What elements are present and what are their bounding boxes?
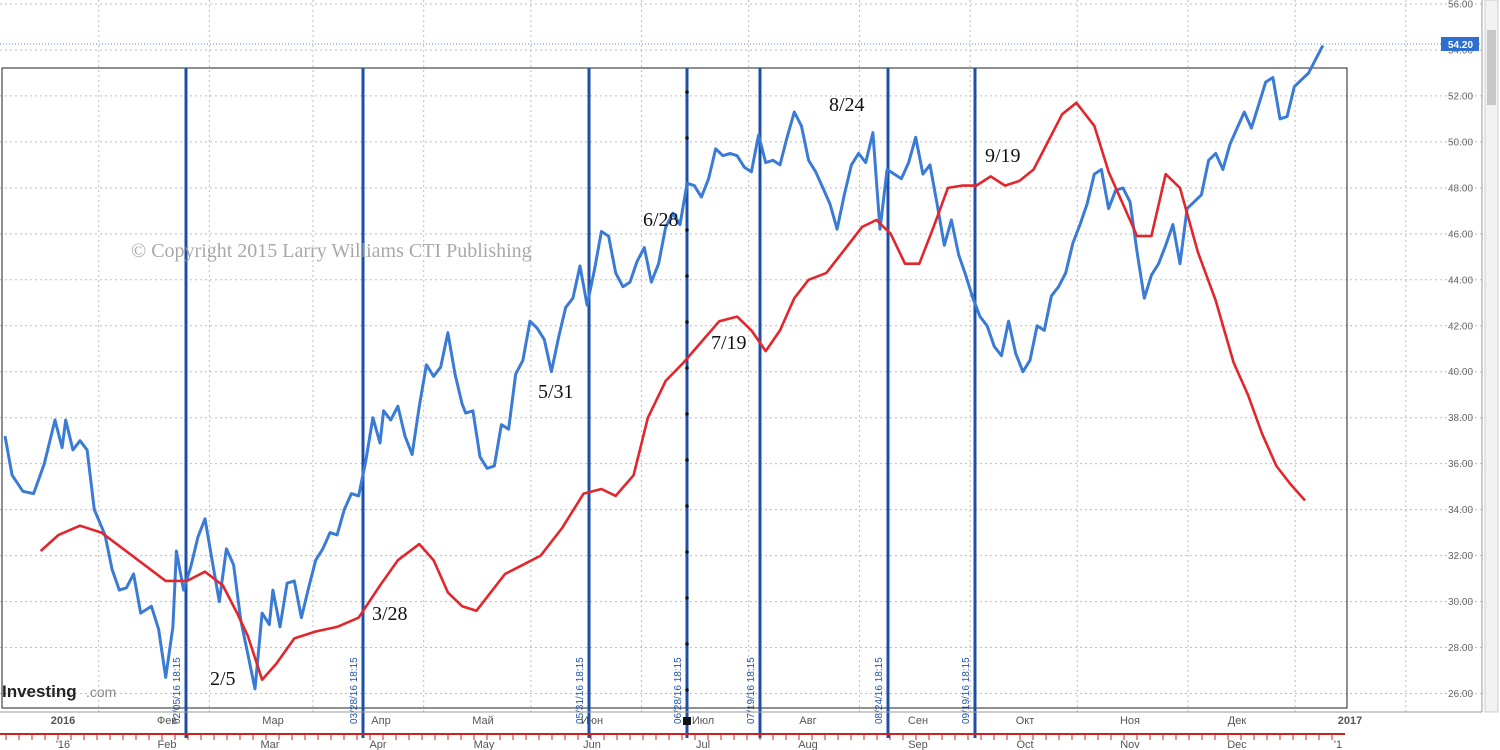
event-dot: [685, 274, 689, 278]
x-tick-label: Июн: [581, 715, 603, 727]
x-tick-label: Сен: [908, 715, 928, 727]
x-tick-label: Апр: [371, 715, 390, 727]
event-label: 8/24: [829, 94, 865, 116]
y-tick-label: 52.00: [1448, 91, 1473, 102]
x-tick-label: Дек: [1228, 715, 1247, 727]
event-dot: [685, 136, 689, 140]
x-secondary-tick-label: Nov: [1120, 739, 1140, 750]
y-tick-label: 28.00: [1448, 643, 1473, 654]
y-tick-label: 56.00: [1448, 0, 1473, 11]
event-dot: [685, 596, 689, 600]
x-secondary-tick-label: Apr: [369, 739, 386, 750]
plot-frame: [1, 67, 1348, 709]
event-label: 2/5: [210, 668, 236, 690]
x-secondary-tick-label: Feb: [158, 739, 177, 750]
y-tick-label: 48.00: [1448, 183, 1473, 194]
forecast-series-line: [39, 101, 1306, 681]
x-secondary-tick-label: Jun: [583, 739, 601, 750]
price-scrollbar[interactable]: [1484, 0, 1499, 713]
event-labels: 2/5 3/28 5/31 6/28 7/19 8/24 9/19: [210, 94, 1021, 690]
event-stamp: 07/19/16 18:15: [746, 657, 757, 724]
y-tick-label: 34.00: [1448, 505, 1473, 516]
event-label: 3/28: [372, 603, 408, 625]
event-dot: [685, 504, 689, 508]
y-tick-label: 50.00: [1448, 137, 1473, 148]
y-tick-label: 38.00: [1448, 413, 1473, 424]
x-tick-label: Фев: [157, 715, 177, 727]
y-tick-label: 44.00: [1448, 275, 1473, 286]
copyright-watermark: © Copyright 2015 Larry Williams CTI Publ…: [131, 240, 532, 262]
x-secondary-tick-label: Jul: [696, 739, 710, 750]
brand-suffix: .com: [86, 684, 116, 700]
event-lines: 02/05/16 18:15 03/28/16 18:15 05/31/16 18:…: [172, 68, 977, 738]
x-tick-label: 2017: [1338, 715, 1362, 727]
y-tick-label: 46.00: [1448, 229, 1473, 240]
x-tick-label: Окт: [1016, 715, 1035, 727]
x-tick-label: Ноя: [1120, 715, 1140, 727]
price-tag-label: 54.20: [1448, 40, 1473, 51]
x-secondary-tick-label: Aug: [798, 739, 818, 750]
watermark-layer: © Copyright 2015 Larry Williams CTI Publ…: [131, 240, 532, 262]
y-tick-label: 32.00: [1448, 551, 1473, 562]
x-secondary-tick-label: Sep: [908, 739, 928, 750]
event-stamp: 03/28/16 18:15: [349, 657, 360, 724]
price-scrollbar-thumb[interactable]: [1487, 30, 1496, 105]
x-tick-label: Мар: [262, 715, 284, 727]
event-stamp: 02/05/16 18:15: [172, 657, 183, 724]
price-series-line: [3, 44, 1325, 691]
x-secondary-tick-label: Oct: [1016, 739, 1033, 750]
series-layer: [3, 44, 1325, 691]
brand-name: Investing: [2, 682, 77, 701]
x-secondary-tick-label: Dec: [1227, 739, 1247, 750]
event-label: 9/19: [985, 145, 1021, 167]
event-label: 7/19: [711, 332, 747, 354]
event-stamp: 09/19/16 18:15: [961, 657, 972, 724]
event-dot: [685, 550, 689, 554]
y-tick-label: 26.00: [1448, 689, 1473, 700]
x-secondary-tick-label: May: [474, 739, 495, 750]
y-tick-label: 36.00: [1448, 459, 1473, 470]
price-tag: [1441, 37, 1479, 51]
event-dot: [685, 642, 689, 646]
event-dot: [685, 688, 689, 692]
x-tick-label: Авг: [799, 715, 816, 727]
x-secondary-tick-label: Mar: [261, 739, 280, 750]
x-secondary-tick-label: '16: [56, 739, 70, 750]
event-stamp: 05/31/16 18:15: [575, 657, 586, 724]
event-dot: [685, 320, 689, 324]
y-tick-label: 42.00: [1448, 321, 1473, 332]
event-dot: [685, 458, 689, 462]
event-dot: [685, 228, 689, 232]
event-stamp: 08/24/16 18:15: [874, 657, 885, 724]
event-dot: [685, 90, 689, 94]
event-label: 5/31: [538, 381, 574, 403]
event-label: 6/28: [643, 209, 679, 231]
brand-logo: Investing .com: [2, 682, 116, 701]
event-dot: [685, 412, 689, 416]
x-tick-label: 2016: [51, 715, 75, 727]
y-tick-label: 30.00: [1448, 597, 1473, 608]
x-tick-label: Май: [472, 715, 494, 727]
grid: [0, 0, 1483, 712]
x-secondary-tick-label: '1: [1334, 739, 1342, 750]
y-tick-label: 40.00: [1448, 367, 1473, 378]
event-marker: [683, 717, 691, 725]
event-dot: [685, 366, 689, 370]
event-stamp: 06/28/16 18:15: [673, 657, 684, 724]
x-tick-label: Июл: [692, 715, 714, 727]
